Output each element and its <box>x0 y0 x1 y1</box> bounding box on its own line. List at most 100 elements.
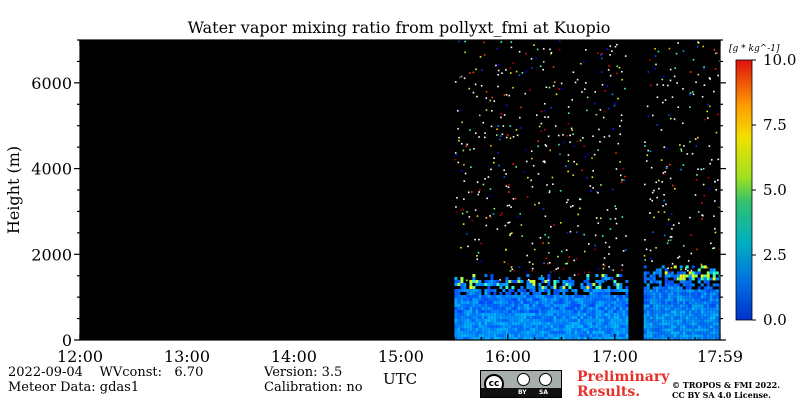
heatmap-cell <box>658 307 662 311</box>
heatmap-cell <box>691 316 695 320</box>
heatmap-cell <box>553 298 557 301</box>
heatmap-cell <box>712 292 716 296</box>
heatmap-cell <box>691 292 695 296</box>
heatmap-cell <box>457 289 461 292</box>
y-tick-label: 0 <box>62 331 72 350</box>
heatmap-cell <box>469 325 473 328</box>
heatmap-noise-cell <box>501 72 503 74</box>
heatmap-cell <box>661 289 665 293</box>
heatmap-noise-cell <box>539 65 542 67</box>
heatmap-cell <box>502 322 506 325</box>
heatmap-cell <box>649 307 653 311</box>
heatmap-cell <box>544 295 548 298</box>
heatmap-cell <box>460 310 464 313</box>
heatmap-cell <box>580 286 584 289</box>
heatmap-cell <box>619 295 623 298</box>
heatmap-cell <box>478 316 482 319</box>
heatmap-noise-cell <box>671 96 674 98</box>
heatmap-noise-cell <box>610 278 612 281</box>
heatmap-cell <box>490 274 494 277</box>
heatmap-cell <box>655 328 659 332</box>
heatmap-cell <box>547 304 551 307</box>
heatmap-noise-cell <box>667 218 670 221</box>
heatmap-cell <box>712 328 716 332</box>
heatmap-cell <box>604 316 608 319</box>
heatmap-cell <box>553 313 557 316</box>
heatmap-noise-cell <box>565 249 568 251</box>
heatmap-cell <box>649 304 653 308</box>
heatmap-cell <box>709 271 713 275</box>
heatmap-noise-cell <box>649 84 652 87</box>
heatmap-noise-cell <box>651 191 654 194</box>
heatmap-noise-cell <box>555 93 558 96</box>
heatmap-noise-cell <box>604 89 606 92</box>
heatmap-noise-cell <box>680 168 682 171</box>
heatmap-noise-cell <box>690 252 693 255</box>
heatmap-noise-cell <box>497 73 499 76</box>
heatmap-cell <box>604 295 608 298</box>
y-tick-label: 2000 <box>31 245 72 264</box>
heatmap-cell <box>652 304 656 308</box>
heatmap-noise-cell <box>697 211 700 213</box>
heatmap-cell <box>460 331 464 334</box>
heatmap-cell <box>565 307 569 310</box>
heatmap-cell <box>688 277 692 281</box>
heatmap-noise-cell <box>685 268 687 271</box>
heatmap-cell <box>598 286 602 289</box>
heatmap-cell <box>607 334 611 337</box>
heatmap-noise-cell <box>647 149 649 152</box>
heatmap-cell <box>517 322 521 325</box>
heatmap-cell <box>706 337 710 340</box>
heatmap-cell <box>454 289 458 292</box>
heatmap-cell <box>508 334 512 337</box>
heatmap-noise-cell <box>566 201 568 204</box>
heatmap-cell <box>514 298 518 301</box>
heatmap-cell <box>604 319 608 322</box>
heatmap-cell <box>523 295 527 298</box>
heatmap-noise-cell <box>682 245 685 247</box>
heatmap-noise-cell <box>532 263 534 265</box>
heatmap-cell <box>598 304 602 307</box>
heatmap-cell <box>676 301 680 305</box>
heatmap-cell <box>484 313 488 316</box>
heatmap-cell <box>592 307 596 310</box>
heatmap-cell <box>577 325 581 328</box>
heatmap-cell <box>565 298 569 301</box>
heatmap-cell <box>688 322 692 326</box>
heatmap-cell <box>655 319 659 323</box>
heatmap-cell <box>658 295 662 299</box>
heatmap-cell <box>685 322 689 326</box>
heatmap-cell <box>505 292 509 295</box>
heatmap-noise-cell <box>710 242 712 245</box>
heatmap-cell <box>508 322 512 325</box>
heatmap-cell <box>532 292 536 295</box>
heatmap-noise-cell <box>562 141 565 143</box>
heatmap-cell <box>544 298 548 301</box>
heatmap-cell <box>655 316 659 320</box>
heatmap-cell <box>652 295 656 299</box>
heatmap-cell <box>709 313 713 317</box>
heatmap-cell <box>688 286 692 290</box>
heatmap-cell <box>682 301 686 305</box>
heatmap-noise-cell <box>512 86 514 89</box>
heatmap-cell <box>589 316 593 319</box>
heatmap-noise-cell <box>546 184 548 186</box>
heatmap-cell <box>556 304 560 307</box>
heatmap-noise-cell <box>705 265 707 268</box>
heatmap-cell <box>643 328 647 332</box>
heatmap-cell <box>649 310 653 314</box>
heatmap-noise-cell <box>670 213 673 215</box>
heatmap-cell <box>568 316 572 319</box>
heatmap-noise-cell <box>499 135 502 137</box>
heatmap-cell <box>526 328 530 331</box>
heatmap-noise-cell <box>503 261 506 263</box>
heatmap-noise-cell <box>583 250 586 253</box>
heatmap-cell <box>664 301 668 305</box>
heatmap-cell <box>553 289 557 292</box>
heatmap-noise-cell <box>680 148 682 151</box>
heatmap-cell <box>514 307 518 310</box>
heatmap-cell <box>622 298 626 301</box>
heatmap-noise-cell <box>677 106 680 109</box>
heatmap-noise-cell <box>517 215 519 218</box>
heatmap-cell <box>622 316 626 319</box>
